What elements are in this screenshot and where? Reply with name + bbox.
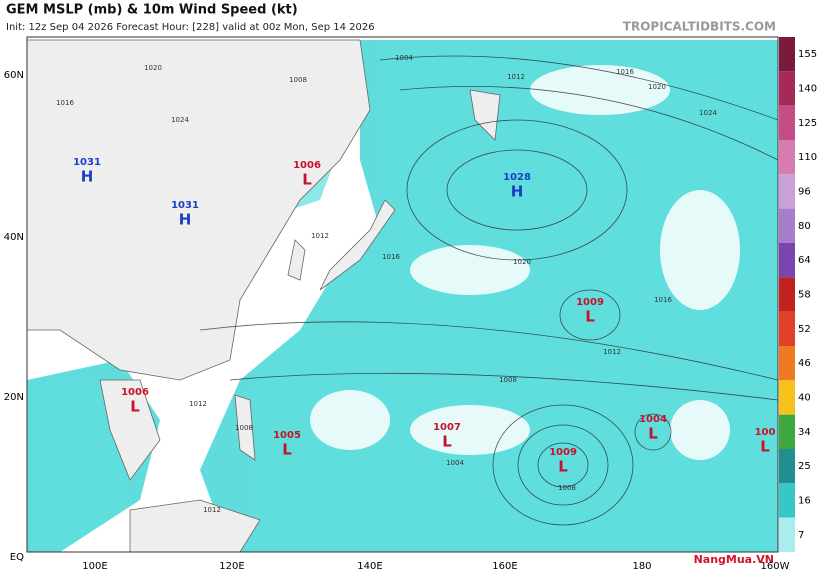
longitude-label: 120E xyxy=(219,561,244,572)
isobar-label: 1008 xyxy=(499,376,517,384)
longitude-label: 160W xyxy=(761,561,790,572)
colorbar-segment xyxy=(779,71,795,106)
map-area xyxy=(27,37,778,552)
pressure-value: 1009 xyxy=(549,447,577,458)
pressure-value: 100 xyxy=(755,427,776,438)
colorbar-label: 58 xyxy=(798,290,811,301)
source: TROPICALTIDBITS.COM xyxy=(623,20,776,34)
pressure-value: 1028 xyxy=(503,172,531,183)
isobar-label: 1024 xyxy=(171,116,189,124)
colorbar-label: 40 xyxy=(798,393,811,404)
colorbar-segment xyxy=(779,483,795,518)
isobar-label: 1008 xyxy=(558,484,576,492)
colorbar-label: 16 xyxy=(798,496,811,507)
pressure-value: 1009 xyxy=(576,297,604,308)
isobar-label: 1016 xyxy=(654,296,672,304)
pressure-value: 1006 xyxy=(293,160,321,171)
latitude-label: 20N xyxy=(4,392,24,403)
isobar-label: 1012 xyxy=(203,506,221,514)
colorbar-segment xyxy=(779,380,795,415)
colorbar-segment xyxy=(779,517,795,552)
isobar-label: 1020 xyxy=(513,258,531,266)
logo: NangMua.VN xyxy=(694,553,774,566)
longitude-label: 160E xyxy=(492,561,517,572)
longitude-label: 180 xyxy=(632,561,651,572)
colorbar-segment xyxy=(779,277,795,312)
colorbar-segment xyxy=(779,414,795,449)
colorbar-label: 80 xyxy=(798,221,811,232)
colorbar-label: 125 xyxy=(798,118,817,129)
pressure-value: 1031 xyxy=(171,200,199,211)
colorbar-label: 34 xyxy=(798,427,811,438)
latitude-label: 40N xyxy=(4,232,24,243)
colorbar-label: 7 xyxy=(798,530,804,541)
pressure-value: 1031 xyxy=(73,157,101,168)
colorbar-label: 46 xyxy=(798,358,811,369)
colorbar-label: 25 xyxy=(798,461,811,472)
isobar-label: 1016 xyxy=(382,253,400,261)
isobar-label: 1012 xyxy=(189,400,207,408)
pressure-symbol: H xyxy=(179,211,192,229)
pressure-symbol: L xyxy=(760,438,770,456)
isobar-label: 1004 xyxy=(395,54,413,62)
pressure-symbol: L xyxy=(648,425,658,443)
colorbar-label: 64 xyxy=(798,255,811,266)
pressure-symbol: L xyxy=(130,398,140,416)
isobar-label: 1004 xyxy=(446,459,464,467)
colorbar-label: 110 xyxy=(798,152,817,163)
colorbar-segment xyxy=(779,37,795,72)
colorbar-segment xyxy=(779,311,795,346)
pressure-symbol: L xyxy=(585,308,595,326)
isobar-label: 1020 xyxy=(144,64,162,72)
pressure-symbol: L xyxy=(442,433,452,451)
pressure-symbol: L xyxy=(282,441,292,459)
pressure-value: 1005 xyxy=(273,430,301,441)
map-frame xyxy=(26,36,779,553)
latitude-label: EQ xyxy=(10,552,24,563)
pressure-value: 1007 xyxy=(433,422,461,433)
pressure-value: 1006 xyxy=(121,387,149,398)
isobar-label: 1008 xyxy=(235,424,253,432)
longitude-label: 100E xyxy=(82,561,107,572)
isobar-label: 1020 xyxy=(648,83,666,91)
isobar-label: 1024 xyxy=(699,109,717,117)
colorbar-label: 96 xyxy=(798,187,811,198)
pressure-symbol: L xyxy=(302,171,312,189)
colorbar-segment xyxy=(779,105,795,140)
pressure-value: 1004 xyxy=(639,414,667,425)
colorbar-segment xyxy=(779,449,795,484)
title: GEM MSLP (mb) & 10m Wind Speed (kt) xyxy=(6,3,298,18)
colorbar-segment xyxy=(779,243,795,278)
isobar-label: 1008 xyxy=(289,76,307,84)
colorbar-segment xyxy=(779,174,795,209)
colorbar-label: 52 xyxy=(798,324,811,335)
pressure-symbol: H xyxy=(511,183,524,201)
colorbar: 155 140 125 110 96 80 64 58 52 46 40 34 25 16 7 xyxy=(779,37,817,552)
colorbar-label: 155 xyxy=(798,49,817,60)
isobar-label: 1016 xyxy=(616,68,634,76)
pressure-symbol: H xyxy=(81,168,94,186)
colorbar-segment xyxy=(779,346,795,381)
colorbar-segment xyxy=(779,208,795,243)
latitude-label: 60N xyxy=(4,70,24,81)
colorbar-segment xyxy=(779,140,795,175)
subtitle: Init: 12z Sep 04 2026 Forecast Hour: [22… xyxy=(6,22,375,33)
isobar-label: 1012 xyxy=(603,348,621,356)
colorbar-label: 140 xyxy=(798,84,817,95)
longitude-label: 140E xyxy=(357,561,382,572)
isobar-label: 1012 xyxy=(311,232,329,240)
pressure-symbol: L xyxy=(558,458,568,476)
isobar-label: 1016 xyxy=(56,99,74,107)
isobar-label: 1012 xyxy=(507,73,525,81)
